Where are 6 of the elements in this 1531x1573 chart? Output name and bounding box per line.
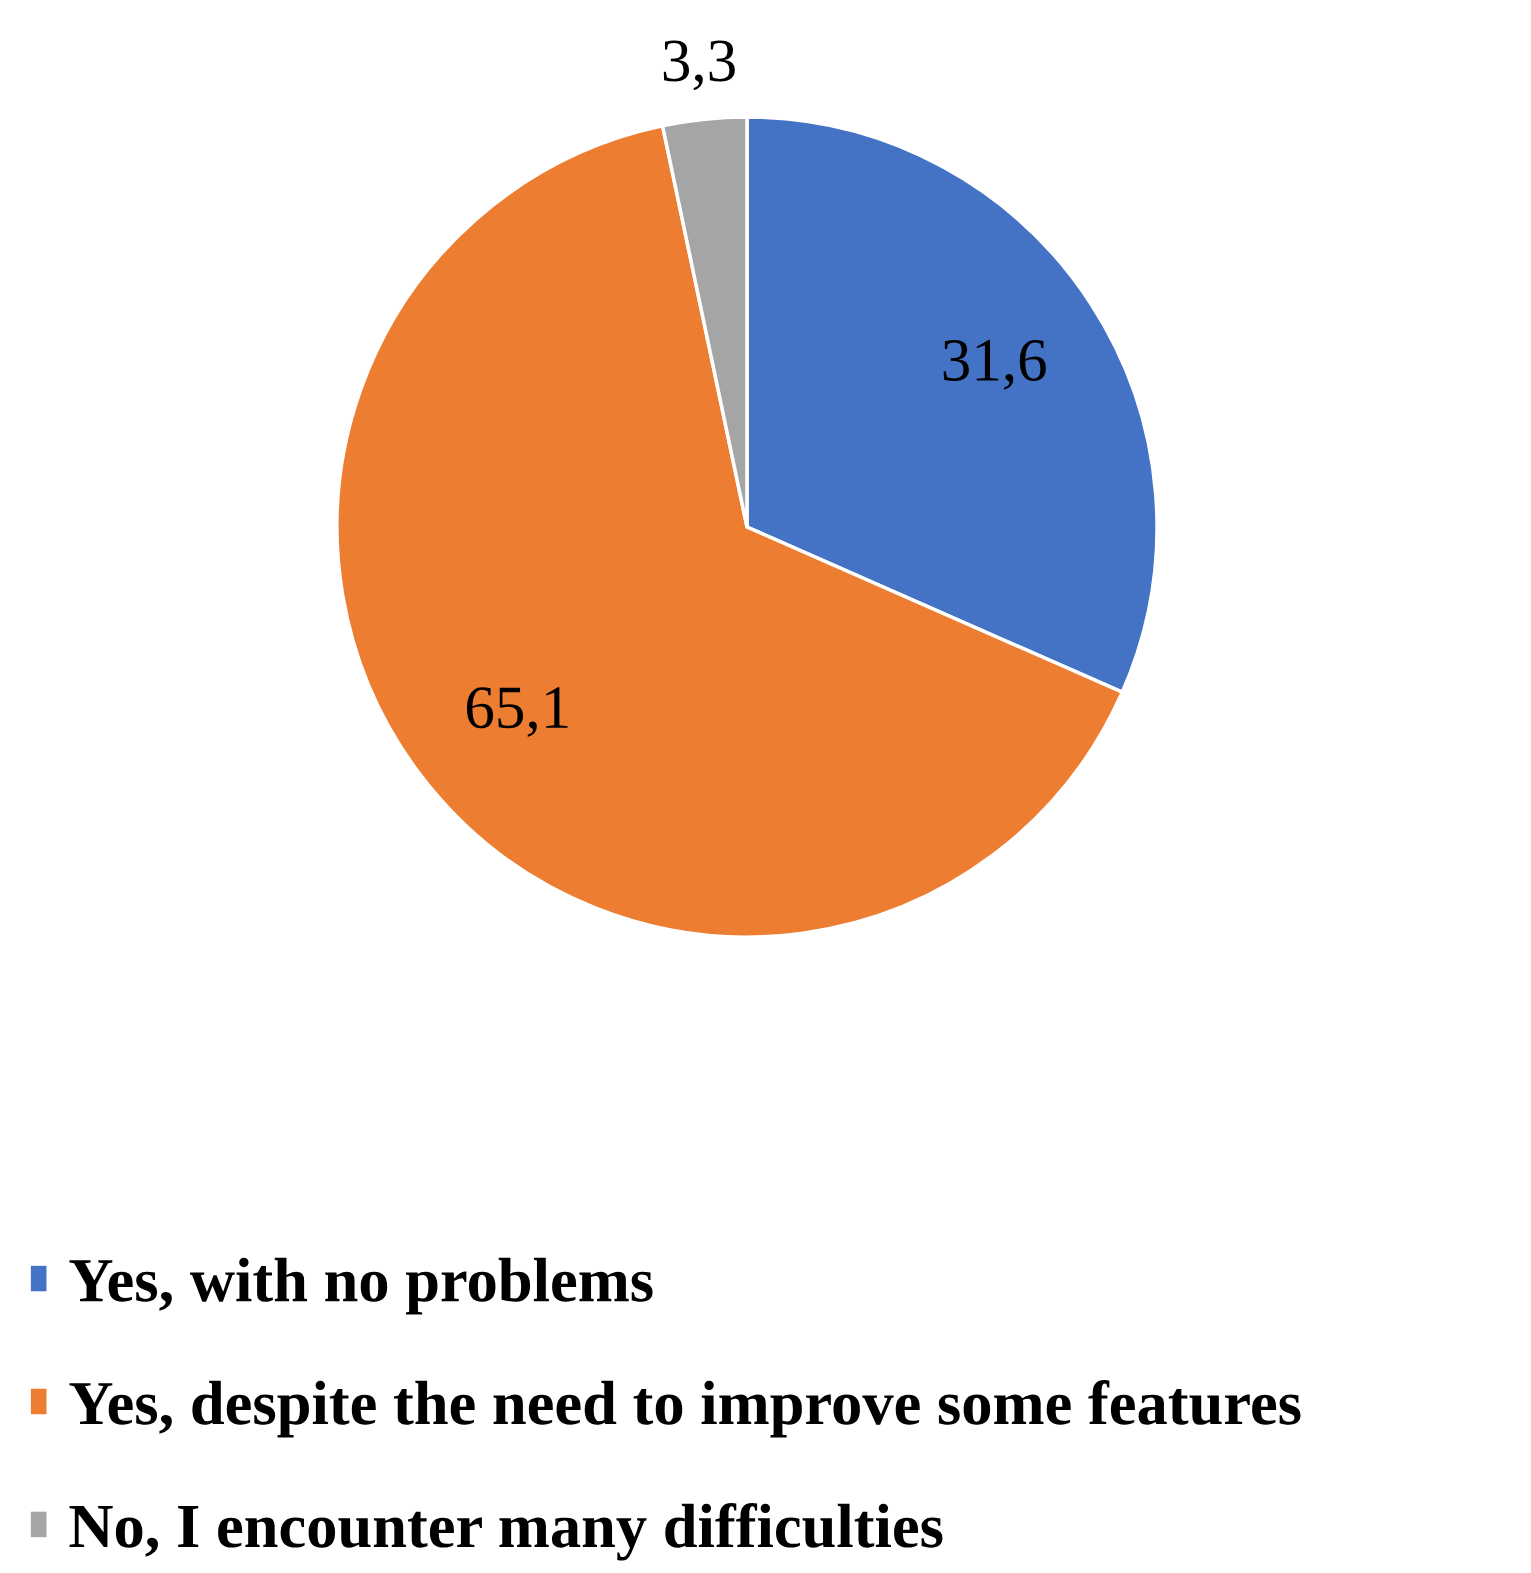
- data-label: 31,6: [943, 339, 1046, 390]
- legend-label: Yes, with no problems: [69, 1257, 653, 1315]
- legend-label: No, I encounter many difficulties: [69, 1503, 943, 1561]
- data-label: 65,1: [466, 687, 568, 738]
- legend-label: Yes, despite the need to improve some features: [69, 1380, 1301, 1438]
- data-label: 3,3: [663, 40, 735, 91]
